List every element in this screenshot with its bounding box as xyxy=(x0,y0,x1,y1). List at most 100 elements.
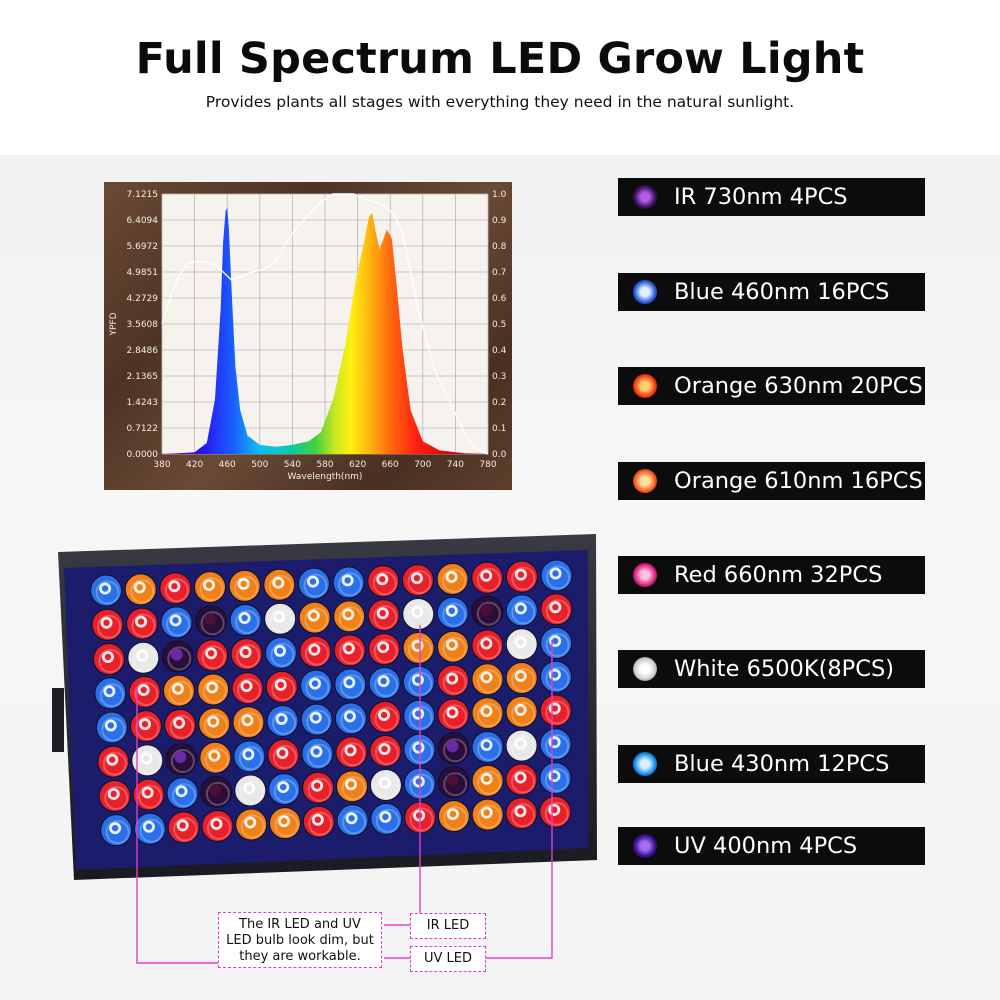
y-left-tick-label: 1.4243 xyxy=(127,398,159,408)
blue-led xyxy=(229,603,262,636)
y-right-tick-label: 0.2 xyxy=(492,398,506,408)
legend-item: Blue 460nm 16PCS xyxy=(618,273,925,311)
blue-led xyxy=(297,567,330,600)
blue-led xyxy=(540,559,573,592)
ir-led xyxy=(195,605,228,638)
red-led xyxy=(505,560,538,593)
x-tick-label: 460 xyxy=(219,460,236,470)
led-icon xyxy=(633,374,657,398)
white-led xyxy=(505,628,538,661)
blue-led xyxy=(90,574,123,607)
red-led xyxy=(164,708,197,741)
white-led xyxy=(505,729,538,762)
red-led xyxy=(302,805,335,838)
red-led xyxy=(98,779,131,812)
y-right-tick-label: 0.1 xyxy=(492,424,506,434)
y-right-tick-label: 1.0 xyxy=(492,190,507,200)
response-line xyxy=(161,193,489,455)
callout-note: The IR LED and UV LED bulb look dim, but… xyxy=(218,912,382,968)
red-led xyxy=(505,797,538,830)
blue-led xyxy=(332,566,365,599)
red-led xyxy=(299,635,332,668)
y-right-tick-label: 0.5 xyxy=(492,320,506,330)
legend-label: UV 400nm 4PCS xyxy=(674,833,858,859)
legend-label: Orange 630nm 20PCS xyxy=(674,373,923,399)
blue-led xyxy=(166,777,199,810)
orange-led xyxy=(124,573,157,606)
orange-led xyxy=(263,568,296,601)
red-led xyxy=(302,771,335,804)
red-led xyxy=(159,572,192,605)
orange-led xyxy=(505,695,538,728)
legend-label: Blue 460nm 16PCS xyxy=(674,279,890,305)
y-right-tick-label: 0.4 xyxy=(492,346,507,356)
orange-led xyxy=(471,697,504,730)
led-icon xyxy=(633,185,657,209)
y-left-tick-label: 0.7122 xyxy=(127,424,159,434)
legend-item: IR 730nm 4PCS xyxy=(618,178,925,216)
y-right-tick-label: 0.0 xyxy=(492,450,507,460)
red-led xyxy=(91,608,124,641)
y-right-tick-label: 0.3 xyxy=(492,372,506,382)
white-led xyxy=(369,768,402,801)
blue-led xyxy=(233,740,266,773)
legend-item: UV 400nm 4PCS xyxy=(618,827,925,865)
blue-led xyxy=(403,767,436,800)
y-left-tick-label: 5.6972 xyxy=(127,242,159,252)
blue-led xyxy=(403,699,436,732)
spectrum-chart: 380 420 460 500 540 580 620 660 700 740 780 7.1215 6… xyxy=(104,182,512,490)
legend-label: Red 660nm 32PCS xyxy=(674,562,883,588)
orange-led xyxy=(402,631,435,664)
red-led xyxy=(196,639,229,672)
y-left-tick-label: 2.1365 xyxy=(127,372,159,382)
orange-led xyxy=(336,770,369,803)
y-right-tick-label: 0.7 xyxy=(492,268,506,278)
blue-led xyxy=(266,704,299,737)
red-led xyxy=(230,638,263,671)
legend-label: IR 730nm 4PCS xyxy=(674,184,848,210)
red-led xyxy=(437,698,470,731)
x-tick-label: 380 xyxy=(153,460,170,470)
led-icon xyxy=(633,469,657,493)
red-led xyxy=(167,811,200,844)
blue-led xyxy=(403,733,436,766)
x-tick-label: 580 xyxy=(316,460,333,470)
red-led xyxy=(367,565,400,598)
red-led xyxy=(333,634,366,667)
orange-led xyxy=(194,571,227,604)
blue-led xyxy=(539,660,572,693)
blue-led xyxy=(540,626,573,659)
red-led xyxy=(128,675,161,708)
white-led xyxy=(264,602,297,635)
red-led xyxy=(505,763,538,796)
page-title: Full Spectrum LED Grow Light xyxy=(135,34,865,84)
ir-led xyxy=(200,775,233,808)
red-led xyxy=(92,643,125,676)
x-tick-label: 620 xyxy=(349,460,366,470)
x-tick-label: 420 xyxy=(186,460,203,470)
ir-led xyxy=(437,766,470,799)
blue-led xyxy=(334,702,367,735)
callout-ir-led: IR LED xyxy=(410,913,486,939)
red-led xyxy=(539,795,572,828)
red-led xyxy=(404,801,437,834)
red-led xyxy=(231,672,264,705)
red-led xyxy=(201,809,234,842)
blue-led xyxy=(94,677,127,710)
orange-led xyxy=(333,600,366,633)
legend-item: Orange 610nm 16PCS xyxy=(618,462,925,500)
blue-led xyxy=(300,669,333,702)
red-led xyxy=(132,778,165,811)
orange-led xyxy=(228,569,261,602)
orange-led xyxy=(471,663,504,696)
led-icon xyxy=(633,280,657,304)
blue-led xyxy=(471,730,504,763)
orange-led xyxy=(505,662,538,695)
red-led xyxy=(267,739,300,772)
blue-led xyxy=(301,737,334,770)
blue-led xyxy=(334,668,367,701)
blue-led xyxy=(160,606,193,639)
blue-led xyxy=(539,728,572,761)
x-tick-label: 540 xyxy=(284,460,301,470)
panel-bracket xyxy=(52,688,64,752)
